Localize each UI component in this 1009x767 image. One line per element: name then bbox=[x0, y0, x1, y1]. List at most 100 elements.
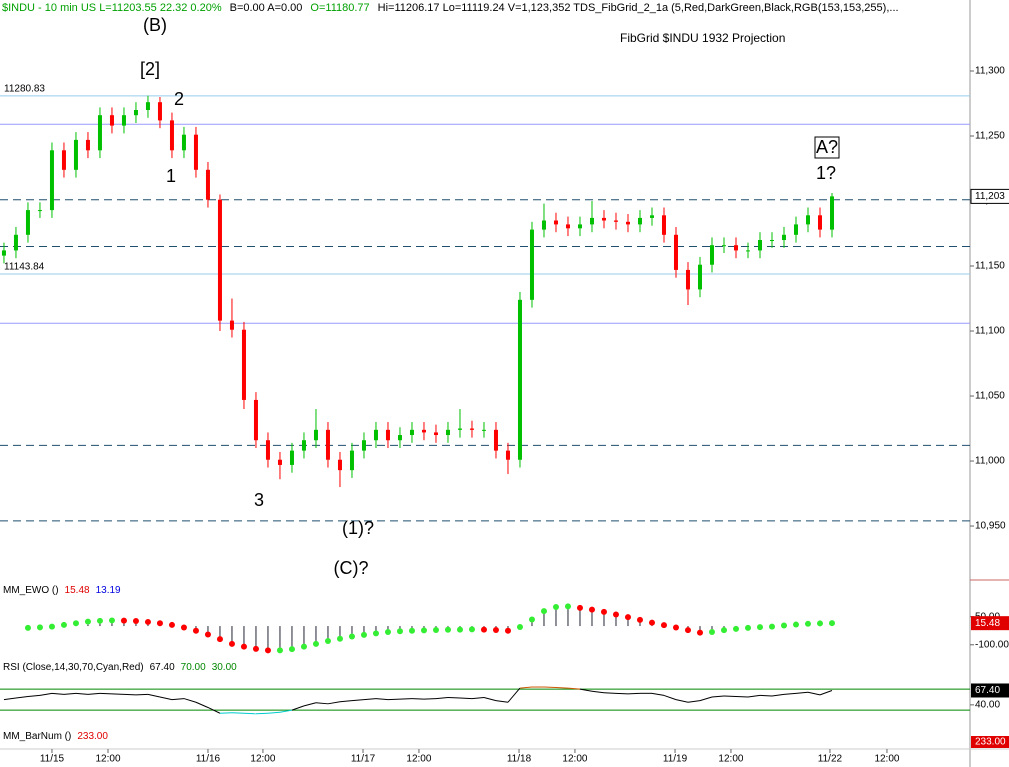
rsi-segment bbox=[699, 696, 713, 702]
header-part: O=11180.77 bbox=[310, 2, 369, 14]
rsi-segment bbox=[519, 686, 533, 689]
candle-body bbox=[673, 234, 678, 270]
fib-level-label: 11280.83 bbox=[4, 84, 45, 95]
ewo-dot bbox=[408, 627, 415, 634]
ewo-dot bbox=[816, 620, 823, 627]
x-tick-label: 12:00 bbox=[874, 754, 899, 765]
y-tick-label: 11,150 bbox=[975, 261, 1005, 272]
y-tick-label: 11,250 bbox=[975, 131, 1005, 142]
rsi-segment bbox=[387, 698, 400, 701]
rsi-segment bbox=[375, 698, 389, 701]
rsi-segment bbox=[27, 694, 41, 697]
rsi-segment bbox=[459, 697, 473, 700]
rsi-segment bbox=[171, 698, 185, 701]
rsi-segment bbox=[195, 701, 209, 708]
fib-level-label: 11143.84 bbox=[4, 262, 45, 273]
ewo-dot bbox=[336, 635, 343, 642]
ewo-dot bbox=[528, 616, 535, 623]
barnum-last-tag bbox=[971, 736, 1009, 748]
panel-label-part: MM_EWO () bbox=[3, 585, 59, 596]
ewo-dot bbox=[684, 627, 691, 634]
ewo-dot bbox=[312, 640, 319, 647]
ewo-dot bbox=[576, 604, 583, 611]
candle-body bbox=[253, 399, 258, 441]
candle-body bbox=[361, 440, 366, 451]
rsi-segment bbox=[627, 692, 641, 695]
candle-body bbox=[793, 224, 798, 235]
ewo-dot bbox=[588, 606, 595, 613]
rsi-segment bbox=[615, 692, 629, 695]
rsi-segment bbox=[135, 693, 148, 696]
annotation: 3 bbox=[254, 490, 264, 510]
candle-body bbox=[145, 102, 150, 110]
candle-body bbox=[217, 199, 222, 321]
candle-body bbox=[409, 429, 414, 436]
y-tick-label: 11,300 bbox=[975, 66, 1005, 77]
annotation: 1 bbox=[166, 166, 176, 186]
rsi-segment bbox=[303, 702, 317, 707]
rsi-segment bbox=[291, 705, 305, 711]
ewo-last-label: 15.48 bbox=[975, 618, 1000, 629]
ewo-dot bbox=[384, 629, 391, 636]
rsi-segment bbox=[183, 698, 197, 703]
rsi-segment bbox=[447, 697, 461, 699]
candle-body bbox=[289, 450, 294, 465]
ewo-dot bbox=[468, 626, 475, 633]
ewo-dot bbox=[432, 626, 439, 633]
candle-body bbox=[829, 196, 834, 230]
candle-body bbox=[121, 115, 126, 126]
ewo-dot bbox=[132, 618, 139, 625]
ewo-dot bbox=[120, 617, 127, 624]
rsi-segment bbox=[207, 707, 221, 714]
rsi-segment bbox=[507, 687, 521, 703]
candle-body bbox=[397, 435, 402, 441]
x-tick-label: 11/19 bbox=[663, 754, 688, 765]
candle-body bbox=[781, 234, 786, 241]
x-tick-label: 12:00 bbox=[718, 754, 743, 765]
candle-body bbox=[277, 459, 282, 465]
rsi-segment bbox=[147, 693, 161, 698]
ewo-dot bbox=[24, 624, 31, 631]
rsi-segment bbox=[423, 698, 436, 700]
candle-body bbox=[601, 217, 606, 221]
rsi-segment bbox=[675, 699, 689, 703]
candle-body bbox=[133, 109, 138, 116]
candle-body bbox=[61, 150, 66, 170]
ewo-dot bbox=[636, 616, 643, 623]
ewo-dot bbox=[276, 647, 283, 654]
ewo-dot bbox=[708, 629, 715, 636]
last-price-label: 11,203 bbox=[975, 191, 1005, 202]
candle-body bbox=[97, 115, 102, 151]
panel-label: MM_BarNum () 233.00 bbox=[3, 731, 108, 742]
header-part: $INDU - 10 min US L=11203.55 22.32 0.20% bbox=[2, 2, 222, 14]
ewo-dot bbox=[372, 630, 379, 637]
rsi-segment bbox=[3, 697, 17, 701]
y-tick-label: 11,100 bbox=[975, 326, 1005, 337]
candle-body bbox=[85, 139, 90, 151]
header: $INDU - 10 min US L=11203.55 22.32 0.20%… bbox=[2, 2, 899, 14]
candle-body bbox=[49, 150, 54, 211]
ewo-dot bbox=[660, 622, 667, 629]
ewo-dot bbox=[420, 627, 427, 634]
ewo-dot bbox=[756, 624, 763, 631]
ewo-dot bbox=[696, 629, 703, 636]
ewo-last-tag bbox=[971, 616, 1009, 631]
candle-body bbox=[337, 459, 342, 471]
candle-body bbox=[313, 429, 318, 441]
ewo-dot bbox=[168, 621, 175, 628]
panel-label-part: 233.00 bbox=[77, 731, 108, 742]
rsi-tick-label: 40.00 bbox=[975, 700, 1000, 711]
annotation: (1)? bbox=[342, 518, 374, 538]
rsi-segment bbox=[591, 690, 605, 694]
candle-body bbox=[529, 229, 534, 300]
x-tick-label: 11/15 bbox=[40, 754, 65, 765]
ewo-dot bbox=[732, 625, 739, 632]
ewo-dot bbox=[204, 631, 211, 638]
ewo-dot bbox=[264, 647, 271, 654]
annotation-box bbox=[814, 136, 840, 159]
ewo-dot bbox=[156, 620, 163, 627]
candle-body bbox=[805, 215, 810, 225]
rsi-segment bbox=[87, 692, 101, 695]
candle-body bbox=[193, 134, 198, 170]
